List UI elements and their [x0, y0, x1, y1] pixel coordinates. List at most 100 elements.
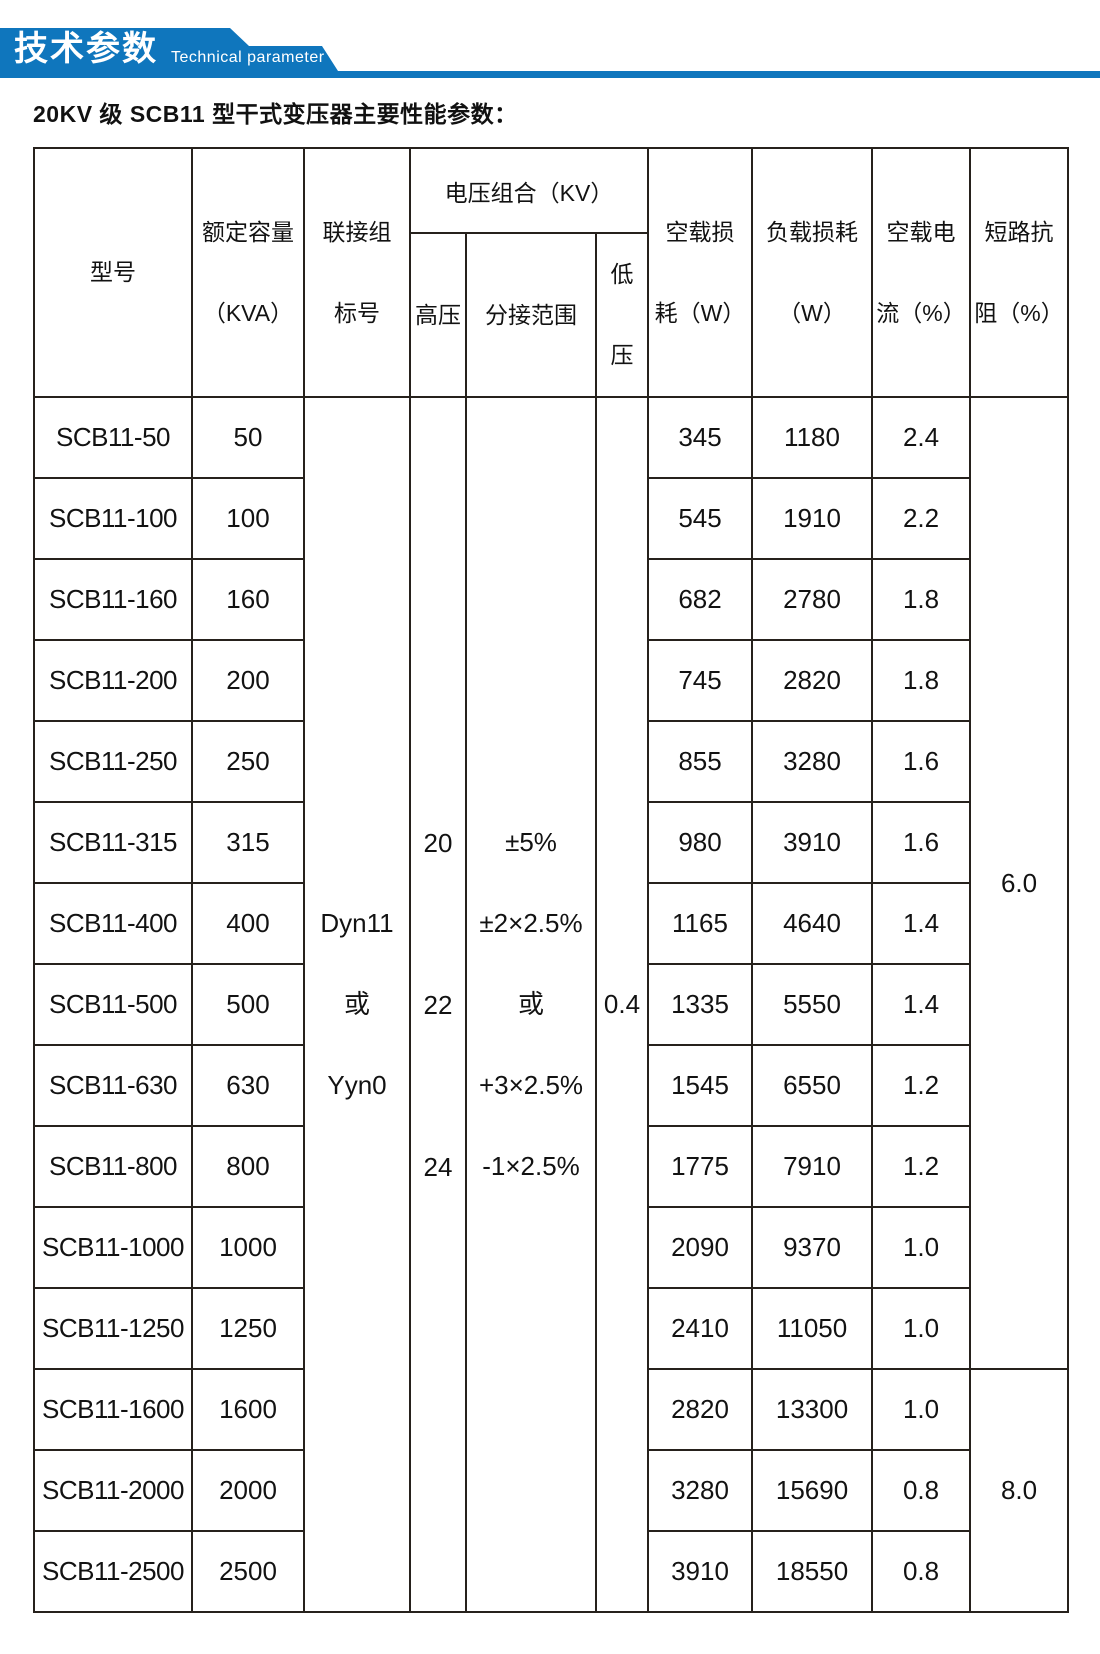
table-row: SCB11-1250 1250 2410 11050 1.0	[33, 1287, 1068, 1370]
capacity-cell: 1600	[191, 1368, 305, 1451]
high-voltage-cell: 20 22 24	[409, 396, 467, 1613]
header-capacity: 额定容量 （KVA）	[191, 147, 305, 398]
header-hv: 高压	[409, 232, 467, 398]
header-lv: 低 压	[594, 232, 650, 398]
no-load-loss-cell: 1335	[647, 963, 754, 1046]
capacity-cell: 1250	[191, 1287, 305, 1370]
no-load-current-cell: 1.6	[871, 801, 972, 884]
table-row: SCB11-500 500 1335 5550 1.4	[33, 963, 1068, 1046]
load-loss-cell: 7910	[751, 1125, 874, 1208]
capacity-cell: 400	[191, 882, 305, 965]
capacity-cell: 200	[191, 639, 305, 722]
header-row-1: 型号 额定容量 （KVA） 联接组 标号 电压组合（KV） 空载损 耗（W） 负…	[33, 147, 1070, 398]
no-load-loss-cell: 980	[647, 801, 754, 884]
no-load-current-cell: 1.4	[871, 882, 972, 965]
no-load-current-cell: 1.2	[871, 1125, 972, 1208]
no-load-loss-cell: 2410	[647, 1287, 754, 1370]
capacity-cell: 160	[191, 558, 305, 641]
no-load-current-cell: 1.6	[871, 720, 972, 803]
load-loss-cell: 3910	[751, 801, 874, 884]
banner-title-en: Technical parameter	[171, 49, 325, 66]
no-load-current-cell: 2.2	[871, 477, 972, 560]
header-banner: 技术参数 Technical parameter	[0, 28, 1100, 78]
no-load-current-cell: 0.8	[871, 1530, 972, 1613]
no-load-loss-cell: 855	[647, 720, 754, 803]
header-no-load-current: 空载电 流（%）	[871, 147, 972, 398]
capacity-cell: 800	[191, 1125, 305, 1208]
no-load-current-cell: 1.0	[871, 1206, 972, 1289]
capacity-cell: 1000	[191, 1206, 305, 1289]
no-load-current-cell: 1.8	[871, 639, 972, 722]
model-cell: SCB11-250	[33, 720, 193, 803]
no-load-current-cell: 1.8	[871, 558, 972, 641]
table-row: SCB11-100 100 545 1910 2.2	[33, 477, 1068, 560]
no-load-loss-cell: 1545	[647, 1044, 754, 1127]
no-load-current-cell: 1.0	[871, 1368, 972, 1451]
header-tap-range: 分接范围	[465, 232, 597, 398]
table-row: SCB11-250 250 855 3280 1.6	[33, 720, 1068, 803]
no-load-loss-cell: 1775	[647, 1125, 754, 1208]
no-load-loss-cell: 3910	[647, 1530, 754, 1613]
table-row: SCB11-160 160 682 2780 1.8	[33, 558, 1068, 641]
load-loss-cell: 5550	[751, 963, 874, 1046]
table-row: SCB11-2000 2000 3280 15690 0.8	[33, 1449, 1068, 1532]
capacity-cell: 2500	[191, 1530, 305, 1613]
model-cell: SCB11-630	[33, 1044, 193, 1127]
header-model: 型号	[33, 147, 193, 398]
model-cell: SCB11-315	[33, 801, 193, 884]
no-load-current-cell: 1.0	[871, 1287, 972, 1370]
no-load-current-cell: 1.2	[871, 1044, 972, 1127]
capacity-cell: 2000	[191, 1449, 305, 1532]
load-loss-cell: 2780	[751, 558, 874, 641]
model-cell: SCB11-800	[33, 1125, 193, 1208]
no-load-current-cell: 2.4	[871, 396, 972, 479]
load-loss-cell: 1910	[751, 477, 874, 560]
no-load-loss-cell: 3280	[647, 1449, 754, 1532]
table-row: SCB11-50 50 Dyn11 或 Yyn0 20 22 24 ±5% ±2×2.5…	[33, 396, 1070, 1613]
table-row: SCB11-400 400 1165 4640 1.4	[33, 882, 1068, 965]
no-load-current-cell: 0.8	[871, 1449, 972, 1532]
no-load-current-cell: 1.4	[871, 963, 972, 1046]
no-load-loss-cell: 345	[647, 396, 754, 479]
capacity-cell: 50	[191, 396, 305, 479]
model-cell: SCB11-2000	[33, 1449, 193, 1532]
model-cell: SCB11-160	[33, 558, 193, 641]
parameters-table: 型号 额定容量 （KVA） 联接组 标号 电压组合（KV） 空载损 耗（W） 负…	[33, 147, 1070, 1613]
table-body: SCB11-50 50 Dyn11 或 Yyn0 20 22 24 ±5% ±2×2.5…	[33, 396, 1070, 1613]
banner-title-cn: 技术参数	[14, 30, 158, 68]
capacity-cell: 100	[191, 477, 305, 560]
low-voltage-cell: 0.4	[594, 396, 650, 1613]
connection-group-cell: Dyn11 或 Yyn0	[303, 396, 411, 1613]
header-connection: 联接组 标号	[303, 147, 411, 398]
model-cell: SCB11-1600	[33, 1368, 193, 1451]
impedance-cell: 8.0	[969, 1368, 1070, 1613]
capacity-cell: 315	[191, 801, 305, 884]
page-title: 20KV 级 SCB11 型干式变压器主要性能参数：	[33, 101, 518, 127]
no-load-loss-cell: 2090	[647, 1206, 754, 1289]
table-row: SCB11-1600 1600 2820 13300 1.0 8.0	[33, 1368, 1070, 1613]
tap-range-cell: ±5% ±2×2.5% 或 +3×2.5% -1×2.5%	[465, 396, 597, 1613]
table-row: SCB11-315 315 980 3910 1.6	[33, 801, 1068, 884]
header-load-loss: 负载损耗 （W）	[751, 147, 874, 398]
impedance-cell: 6.0	[969, 396, 1070, 1370]
table-row: SCB11-200 200 745 2820 1.8	[33, 639, 1068, 722]
model-cell: SCB11-1250	[33, 1287, 193, 1370]
no-load-loss-cell: 2820	[647, 1368, 754, 1451]
no-load-loss-cell: 682	[647, 558, 754, 641]
model-cell: SCB11-50	[33, 396, 193, 479]
model-cell: SCB11-400	[33, 882, 193, 965]
capacity-cell: 630	[191, 1044, 305, 1127]
load-loss-cell: 3280	[751, 720, 874, 803]
header-impedance: 短路抗 阻（%）	[969, 147, 1070, 398]
load-loss-cell: 15690	[751, 1449, 874, 1532]
model-cell: SCB11-1000	[33, 1206, 193, 1289]
table-row: SCB11-800 800 1775 7910 1.2	[33, 1125, 1068, 1208]
load-loss-cell: 13300	[751, 1368, 874, 1451]
model-cell: SCB11-2500	[33, 1530, 193, 1613]
table-row: SCB11-1000 1000 2090 9370 1.0	[33, 1206, 1068, 1289]
load-loss-cell: 1180	[751, 396, 874, 479]
model-cell: SCB11-200	[33, 639, 193, 722]
load-loss-cell: 4640	[751, 882, 874, 965]
load-loss-cell: 6550	[751, 1044, 874, 1127]
